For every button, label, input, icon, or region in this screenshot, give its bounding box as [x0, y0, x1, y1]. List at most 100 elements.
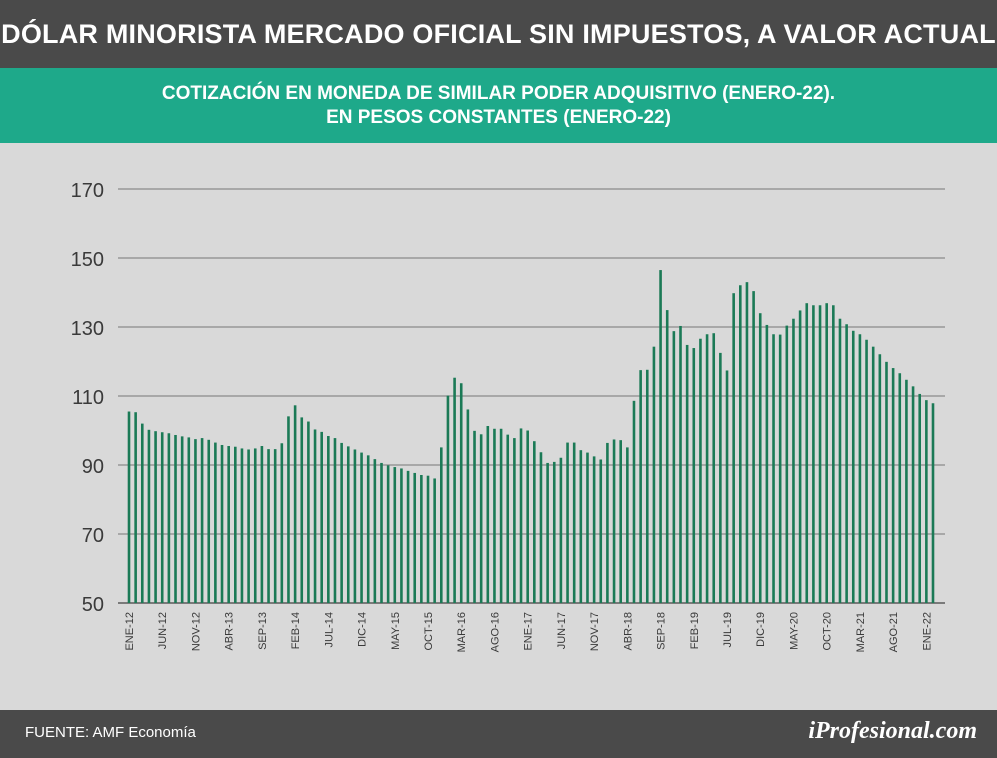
x-tick-label: SEP-18 — [656, 612, 668, 650]
chart-area: 50 70 90 110 130 150 170 ENE-12 JUN-12 NOV-12 ABR-… — [0, 143, 997, 710]
bar — [925, 400, 928, 603]
bar — [300, 417, 304, 603]
bar — [572, 442, 576, 603]
bar — [180, 436, 184, 603]
bar — [765, 324, 769, 603]
x-tick-label: OCT-15 — [423, 612, 435, 651]
bar — [911, 386, 915, 603]
bar — [320, 431, 323, 603]
bar — [752, 291, 755, 603]
bar — [154, 431, 157, 603]
bar — [665, 310, 669, 603]
bar — [174, 434, 177, 603]
bar — [685, 344, 689, 603]
subtitle-bar: COTIZACIÓN EN MONEDA DE SIMILAR PODER AD… — [0, 68, 997, 143]
source-note: FUENTE: AMF Economía — [25, 724, 196, 741]
bar — [519, 428, 523, 603]
x-tick-label: ENE-12 — [124, 612, 136, 651]
x-tick-label: OCT-20 — [822, 612, 834, 651]
x-tick-label: MAR-16 — [456, 612, 468, 652]
x-tick-label: NOV-12 — [190, 612, 202, 651]
chart-subtitle-line2: EN PESOS CONSTANTES (ENERO-22) — [326, 106, 671, 128]
bar — [446, 395, 450, 603]
y-tick-label: 150 — [71, 249, 104, 271]
x-tick-label: SEP-13 — [257, 612, 269, 650]
bar — [878, 354, 882, 603]
bar — [739, 285, 742, 603]
bar — [426, 475, 430, 603]
bar — [273, 449, 277, 603]
bar — [845, 324, 848, 603]
bar — [885, 361, 888, 603]
bar — [705, 334, 709, 603]
bar — [506, 434, 510, 603]
bar — [340, 442, 343, 603]
bar — [639, 370, 642, 604]
bar — [812, 305, 815, 603]
bar — [805, 303, 809, 603]
bar — [346, 446, 350, 603]
bar — [832, 305, 835, 603]
bar — [253, 448, 257, 603]
bar — [360, 452, 363, 603]
bar — [227, 446, 230, 603]
bar — [586, 452, 589, 603]
bar — [234, 446, 237, 603]
bar — [552, 461, 556, 603]
bar — [453, 377, 456, 603]
bar — [366, 455, 370, 603]
x-tick-label: FEB-14 — [290, 612, 302, 649]
bar — [420, 475, 423, 603]
x-tick-label: AGO-21 — [888, 612, 900, 652]
brand-logo: iProfesional.com — [808, 718, 977, 744]
x-tick-label: ENE-22 — [921, 612, 933, 651]
x-tick-label: MAY-15 — [390, 612, 402, 650]
bar — [798, 310, 802, 603]
bar — [758, 313, 762, 603]
x-tick-label: JUN-17 — [556, 612, 568, 649]
bar — [293, 405, 297, 603]
bar — [652, 346, 656, 603]
bar — [692, 348, 696, 603]
bar — [931, 403, 935, 603]
bar — [851, 330, 855, 603]
bar — [247, 449, 250, 603]
bar — [838, 318, 842, 603]
bar — [200, 438, 204, 603]
bar — [579, 450, 583, 603]
bar — [167, 433, 171, 603]
bar — [599, 459, 603, 603]
bar — [778, 334, 782, 603]
bar — [725, 370, 729, 603]
bar — [513, 438, 516, 603]
x-tick-label: MAY-20 — [788, 612, 800, 650]
bar — [140, 423, 144, 603]
bar — [626, 447, 629, 603]
x-tick-label: ABR-13 — [224, 612, 236, 651]
footer: FUENTE: AMF Economía iProfesional.com — [0, 710, 997, 758]
x-tick-label: JUL-19 — [722, 612, 734, 647]
bar — [459, 383, 463, 603]
bar — [493, 428, 496, 603]
bar — [533, 441, 536, 603]
bar — [645, 369, 649, 603]
title-bar: DÓLAR MINORISTA MERCADO OFICIAL SIN IMPU… — [0, 0, 997, 68]
bar — [825, 303, 828, 603]
bar — [632, 400, 636, 603]
bar — [539, 452, 543, 603]
y-tick-label: 110 — [72, 387, 104, 409]
x-tick-label: JUL-14 — [323, 612, 335, 647]
bar — [792, 318, 795, 603]
bar — [214, 442, 217, 603]
bar — [353, 449, 357, 603]
bar — [772, 334, 775, 603]
y-tick-label: 70 — [82, 525, 104, 547]
bar — [393, 467, 397, 603]
x-tick-label: FEB-19 — [689, 612, 701, 649]
bar — [871, 346, 875, 603]
bar — [473, 430, 476, 603]
x-tick-label: ABR-18 — [622, 612, 634, 651]
bar — [373, 459, 377, 603]
x-tick-label: ENE-17 — [523, 612, 535, 651]
bar — [333, 438, 337, 603]
